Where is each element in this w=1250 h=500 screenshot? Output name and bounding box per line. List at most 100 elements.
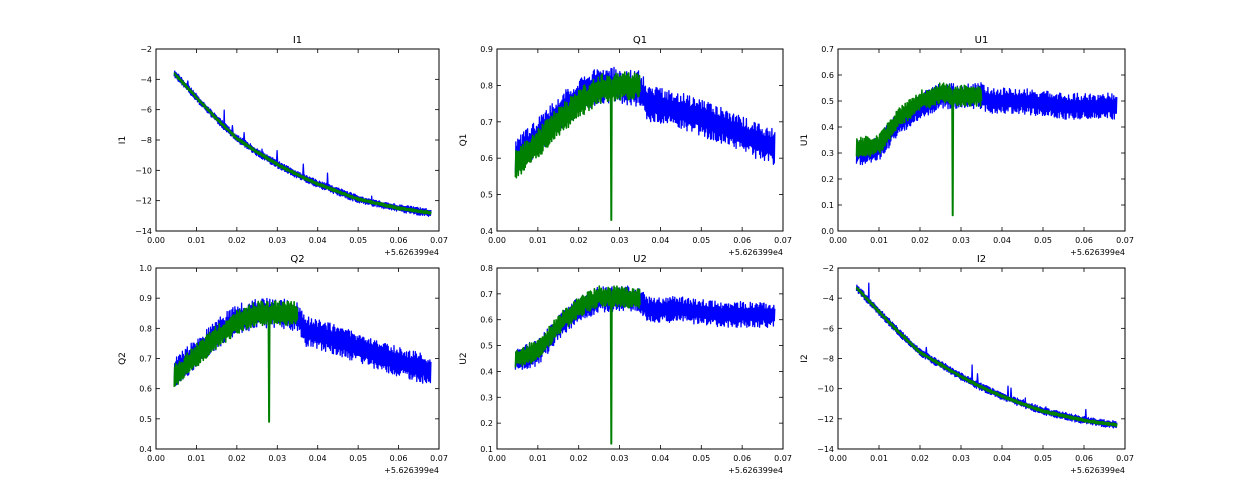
subplot-title: I1 — [293, 35, 302, 46]
y-tick-label: 0.5 — [821, 97, 834, 106]
x-tick-label: 0.03 — [268, 454, 286, 463]
axes-frame — [496, 267, 784, 450]
subplot-q2: 0.00 0.01 0.02 0.03 0.04 0.05 0.06 0.07 0.4 0.5 0.… — [118, 254, 448, 475]
x-tick-label: 0.03 — [268, 236, 286, 245]
subplot-title: I2 — [977, 254, 986, 265]
x-offset-label: +5.626399e4 — [384, 466, 439, 475]
y-tick-label: 0.9 — [480, 45, 493, 54]
subplot-title: U1 — [975, 35, 989, 46]
x-tick-label: 0.00 — [488, 454, 506, 463]
series-line-blue — [855, 82, 1118, 166]
y-tick-label: 0.8 — [480, 81, 493, 90]
y-tick-label: 0.2 — [821, 175, 834, 184]
y-tick-label: 0.9 — [139, 294, 152, 303]
x-tick-label: 0.04 — [652, 236, 670, 245]
x-tick-label: 0.00 — [147, 454, 165, 463]
plot-area — [514, 66, 776, 221]
x-tick-label: 0.01 — [529, 236, 547, 245]
x-tick-label: 0.03 — [611, 454, 629, 463]
x-tick-label: 0.00 — [488, 236, 506, 245]
y-axis-label: U1 — [800, 134, 810, 146]
x-tick-label: 0.01 — [870, 236, 888, 245]
x-tick-label: 0.07 — [430, 454, 448, 463]
y-tick-label: 0.0 — [821, 227, 834, 236]
subplot-title: Q1 — [633, 35, 647, 46]
x-offset-label: +5.626399e4 — [1070, 466, 1125, 475]
y-tick-label: 0.3 — [821, 149, 834, 158]
y-tick-label: −2 — [822, 264, 834, 273]
x-tick-label: 0.00 — [147, 236, 165, 245]
subplot-u1: 0.00 0.01 0.02 0.03 0.04 0.05 0.06 0.07 0.0 0.1 0.… — [800, 35, 1134, 257]
x-tick-label: 0.07 — [774, 454, 792, 463]
x-tick-label: 0.04 — [993, 236, 1011, 245]
series-line-blue — [514, 285, 776, 370]
y-tick-label: 0.2 — [480, 419, 493, 428]
y-tick-label: 0.3 — [480, 393, 493, 402]
x-tick-label: 0.02 — [228, 236, 246, 245]
y-axis-label: I2 — [800, 354, 810, 362]
axes-frame — [496, 48, 784, 232]
y-tick-label: 0.6 — [139, 385, 152, 394]
x-tick-label: 0.04 — [652, 454, 670, 463]
x-tick-label: 0.00 — [829, 236, 847, 245]
series-line-green — [855, 286, 1118, 428]
x-tick-label: 0.02 — [228, 454, 246, 463]
subplot-u2: 0.00 0.01 0.02 0.03 0.04 0.05 0.06 0.07 0.1 0.2 0.… — [459, 254, 792, 475]
subplot-title: Q2 — [290, 254, 304, 265]
subplot-title: U2 — [633, 254, 647, 265]
y-tick-label: −12 — [817, 415, 834, 424]
y-tick-label: 0.4 — [821, 123, 834, 132]
y-tick-label: 0.1 — [821, 201, 834, 210]
series-line-green — [514, 285, 641, 445]
x-offset-label: +5.626399e4 — [728, 248, 783, 257]
y-tick-label: 0.1 — [480, 445, 493, 454]
x-tick-label: 0.07 — [1116, 236, 1134, 245]
y-tick-label: −2 — [140, 45, 152, 54]
y-tick-label: 0.4 — [480, 367, 493, 376]
y-tick-label: −10 — [817, 385, 834, 394]
series-line-green — [514, 71, 641, 221]
x-tick-label: 0.04 — [309, 454, 327, 463]
series-line-green — [173, 72, 432, 215]
y-tick-label: −8 — [822, 355, 834, 364]
x-offset-label: +5.626399e4 — [384, 248, 439, 257]
x-tick-label: 0.03 — [952, 236, 970, 245]
plot-area — [173, 297, 432, 423]
series-line-green — [173, 300, 299, 423]
x-tick-label: 0.00 — [829, 454, 847, 463]
x-tick-label: 0.06 — [733, 236, 751, 245]
x-tick-label: 0.01 — [188, 454, 206, 463]
y-tick-label: 0.7 — [139, 355, 152, 364]
y-tick-label: 1.0 — [139, 264, 152, 273]
x-tick-label: 0.01 — [188, 236, 206, 245]
x-tick-label: 0.04 — [993, 454, 1011, 463]
subplot-i1: 0.00 0.01 0.02 0.03 0.04 0.05 0.06 0.07 −14 −12 −1… — [118, 35, 448, 257]
y-tick-label: −12 — [135, 197, 152, 206]
y-tick-label: −6 — [822, 324, 834, 333]
y-tick-label: 0.6 — [480, 154, 493, 163]
y-tick-label: −14 — [817, 445, 834, 454]
x-tick-label: 0.02 — [911, 454, 929, 463]
x-tick-label: 0.01 — [870, 454, 888, 463]
y-axis-label: I1 — [118, 136, 128, 144]
x-tick-label: 0.06 — [390, 454, 408, 463]
y-axis-label: Q1 — [459, 134, 469, 147]
x-tick-label: 0.03 — [611, 236, 629, 245]
y-tick-label: −6 — [140, 106, 152, 115]
y-tick-label: 0.6 — [480, 316, 493, 325]
plot-area — [855, 282, 1118, 429]
x-tick-label: 0.06 — [390, 236, 408, 245]
x-tick-label: 0.07 — [1116, 454, 1134, 463]
y-tick-label: 0.5 — [480, 342, 493, 351]
x-tick-label: 0.05 — [349, 454, 367, 463]
x-tick-label: 0.06 — [1075, 454, 1093, 463]
x-tick-label: 0.06 — [1075, 236, 1093, 245]
y-tick-label: 0.5 — [480, 191, 493, 200]
x-offset-label: +5.626399e4 — [728, 466, 783, 475]
x-tick-label: 0.05 — [692, 236, 710, 245]
plot-area — [855, 82, 1118, 217]
x-tick-label: 0.05 — [1034, 236, 1052, 245]
y-tick-label: 0.4 — [139, 445, 152, 454]
subplot-q1: 0.00 0.01 0.02 0.03 0.04 0.05 0.06 0.07 0.4 0.5 0.… — [459, 35, 792, 257]
